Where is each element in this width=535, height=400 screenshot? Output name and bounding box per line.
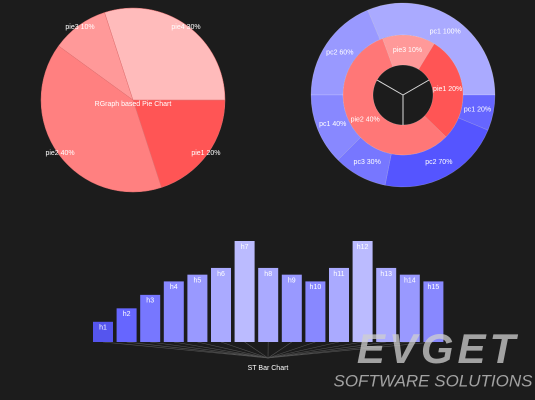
connector (267, 341, 340, 359)
bar (258, 267, 279, 342)
donut-segment (382, 34, 435, 70)
donut-segment (418, 43, 464, 138)
watermark-title: EVGET (357, 325, 519, 372)
bar (234, 241, 255, 342)
bar (423, 281, 444, 342)
bar-label: h7 (241, 244, 249, 251)
bar-label: h11 (333, 271, 344, 278)
connector (244, 341, 269, 359)
segment-label: pie1 20% (433, 86, 462, 93)
bar-label: h15 (428, 284, 440, 291)
bar-label: h13 (380, 271, 392, 278)
slice-label: pie4 30% (171, 24, 200, 31)
bar-label: h14 (404, 278, 416, 285)
bar (305, 281, 326, 342)
bar-label: h6 (217, 271, 225, 278)
bar (163, 281, 184, 342)
segment-label: pc3 30% (354, 159, 381, 166)
bar (211, 267, 231, 342)
connector (220, 341, 269, 359)
segment-label: pc1 100% (430, 29, 461, 36)
slice-label: pie2 40% (45, 150, 74, 157)
chart-title: RGraph based Pie Chart (95, 101, 172, 108)
bar (352, 241, 373, 342)
connector (197, 341, 269, 359)
pie-slice (104, 7, 226, 101)
connector (150, 341, 269, 359)
chart-title: ST Bar Chart (248, 365, 289, 372)
center-spoke (376, 79, 404, 96)
connector (173, 341, 269, 359)
bar-label: h8 (264, 271, 272, 278)
connector (267, 341, 387, 359)
slice-label: pie1 20% (191, 150, 220, 157)
pie-slice (40, 45, 162, 193)
connector (267, 341, 363, 359)
bar-label: h2 (123, 311, 131, 318)
bar (399, 274, 420, 342)
bar (376, 267, 397, 342)
bar-label: h1 (99, 325, 107, 332)
watermark-subtitle: SOFTWARE SOLUTIONS (334, 371, 534, 390)
segment-label: pie3 10% (393, 47, 422, 54)
bar (116, 308, 137, 342)
segment-label: pc1 40% (319, 121, 346, 128)
bar-label: h3 (146, 298, 154, 305)
bar-label: h10 (310, 284, 322, 291)
bar-label: h4 (170, 284, 178, 291)
connector (102, 341, 269, 359)
donut-segment (342, 38, 447, 156)
bar (281, 274, 302, 342)
center-spoke (402, 79, 430, 96)
connector (126, 341, 269, 359)
connector (267, 341, 292, 359)
slice-label: pie3 10% (65, 24, 94, 31)
connector (267, 341, 410, 359)
bar (187, 274, 208, 342)
bar (93, 321, 113, 342)
bar (140, 294, 161, 342)
chart-layer: pie1 20% pie2 40% pie3 10% pie4 30% RGraph b… (40, 2, 496, 372)
segment-label: pc2 60% (326, 50, 353, 57)
segment-label: pie2 40% (351, 116, 380, 123)
segment-label: pc2 70% (425, 159, 452, 166)
bar-label: h12 (357, 244, 369, 251)
pie-slice (132, 99, 226, 188)
connector (267, 341, 316, 359)
bar-label: h9 (288, 278, 296, 285)
bar (329, 267, 349, 342)
connector (267, 341, 434, 359)
segment-label: pc1 20% (464, 107, 491, 114)
bar-label: h5 (194, 278, 202, 285)
